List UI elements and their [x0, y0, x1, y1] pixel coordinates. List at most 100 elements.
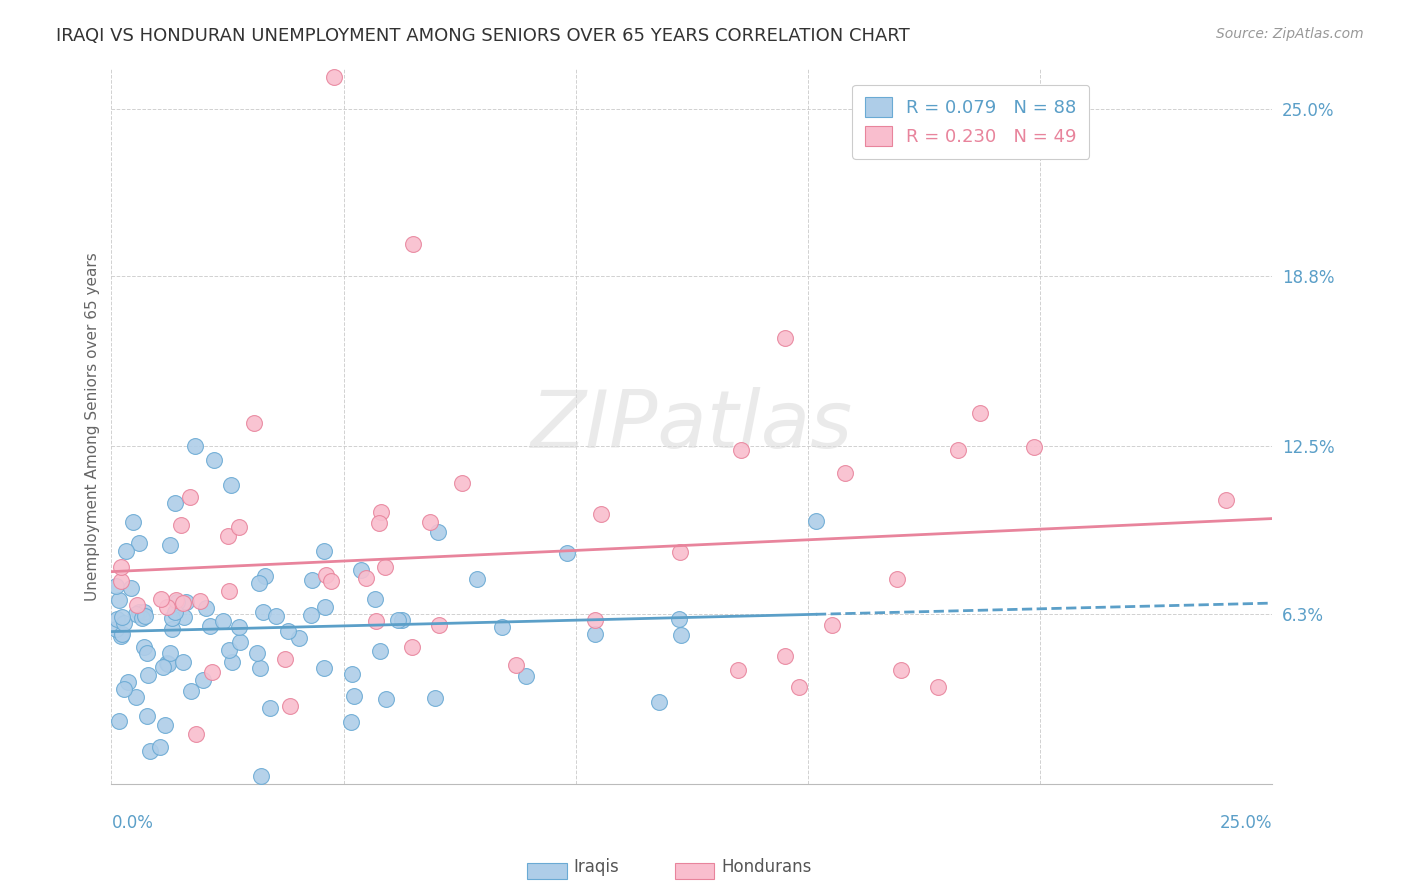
Point: [1022, 440, 1045, 454]
Point: [165, 605, 187, 619]
Point: [312, 661, 335, 675]
Point: [173, 610, 195, 624]
Point: [340, 715, 363, 730]
Point: [243, 416, 266, 430]
Point: [890, 664, 912, 678]
Text: Iraqis: Iraqis: [574, 858, 620, 876]
Point: [128, 535, 150, 549]
Point: [350, 563, 373, 577]
Point: [266, 608, 288, 623]
Point: [669, 628, 692, 642]
Point: [370, 505, 392, 519]
Point: [374, 560, 396, 574]
Point: [730, 443, 752, 458]
Point: [180, 683, 202, 698]
Point: [229, 635, 252, 649]
Point: [125, 598, 148, 612]
Point: [218, 643, 240, 657]
Point: [108, 714, 131, 728]
Point: [166, 595, 188, 609]
Point: [319, 574, 342, 588]
Point: [299, 607, 322, 622]
Point: [583, 626, 606, 640]
Point: [156, 657, 179, 672]
Point: [190, 594, 212, 608]
Point: [491, 620, 513, 634]
Text: IRAQI VS HONDURAN UNEMPLOYMENT AMONG SENIORS OVER 65 YEARS CORRELATION CHART: IRAQI VS HONDURAN UNEMPLOYMENT AMONG SEN…: [56, 27, 910, 45]
Point: [134, 606, 156, 620]
Point: [169, 518, 191, 533]
Point: [135, 709, 157, 723]
Point: [401, 640, 423, 655]
Point: [773, 331, 796, 345]
Point: [315, 567, 337, 582]
Text: 25.0%: 25.0%: [1220, 814, 1272, 832]
Point: [201, 665, 224, 679]
Point: [218, 583, 240, 598]
Point: [787, 680, 810, 694]
Point: [184, 439, 207, 453]
Point: [112, 681, 135, 696]
Point: [288, 632, 311, 646]
Point: [354, 571, 377, 585]
Point: [172, 655, 194, 669]
Point: [773, 648, 796, 663]
Point: [218, 529, 240, 543]
Point: [174, 595, 197, 609]
Point: [110, 574, 132, 589]
Text: ZIPatlas: ZIPatlas: [531, 387, 853, 466]
Legend: R = 0.079   N = 88, R = 0.230   N = 49: R = 0.079 N = 88, R = 0.230 N = 49: [852, 85, 1090, 159]
Point: [202, 453, 225, 467]
Point: [834, 467, 856, 481]
Point: [301, 573, 323, 587]
Point: [184, 727, 207, 741]
Point: [249, 661, 271, 675]
Point: [366, 614, 388, 628]
Point: [273, 652, 295, 666]
Point: [583, 613, 606, 627]
Point: [121, 515, 143, 529]
Point: [364, 591, 387, 606]
Point: [165, 593, 187, 607]
Point: [927, 680, 949, 694]
Point: [111, 627, 134, 641]
Point: [152, 659, 174, 673]
Point: [969, 406, 991, 420]
Point: [105, 579, 128, 593]
Point: [105, 612, 128, 626]
Point: [278, 699, 301, 714]
Point: [108, 592, 131, 607]
Point: [946, 442, 969, 457]
Point: [139, 744, 162, 758]
Point: [160, 622, 183, 636]
Point: [117, 674, 139, 689]
Point: [387, 613, 409, 627]
Point: [125, 690, 148, 704]
Point: [211, 614, 233, 628]
Point: [160, 611, 183, 625]
Text: Hondurans: Hondurans: [721, 858, 811, 876]
Point: [505, 658, 527, 673]
Point: [277, 624, 299, 638]
Point: [418, 516, 440, 530]
Point: [120, 581, 142, 595]
Point: [368, 516, 391, 531]
Point: [110, 560, 132, 574]
Point: [136, 646, 159, 660]
Point: [228, 620, 250, 634]
Point: [149, 739, 172, 754]
Point: [314, 599, 336, 614]
Point: [193, 673, 215, 687]
Point: [427, 618, 450, 632]
Point: [340, 666, 363, 681]
Point: [391, 613, 413, 627]
Point: [156, 656, 179, 670]
Point: [179, 490, 201, 504]
Point: [153, 717, 176, 731]
Point: [254, 568, 277, 582]
Point: [128, 605, 150, 619]
Point: [159, 646, 181, 660]
Point: [136, 668, 159, 682]
Point: [648, 695, 671, 709]
Point: [110, 629, 132, 643]
